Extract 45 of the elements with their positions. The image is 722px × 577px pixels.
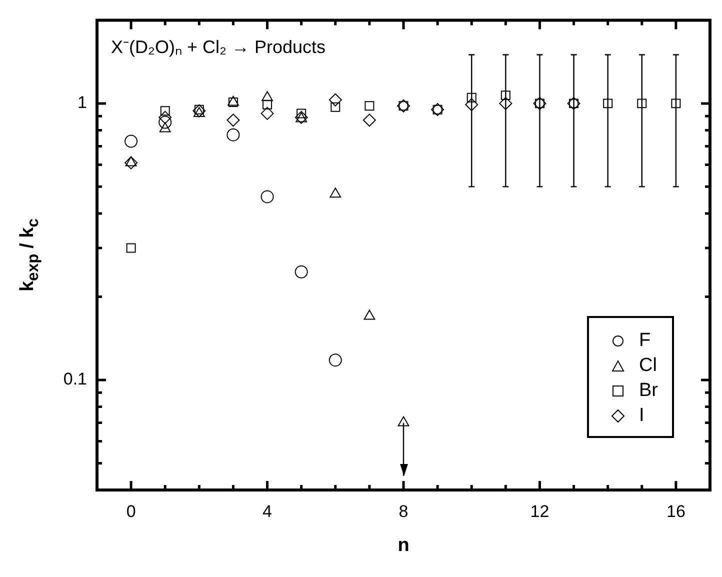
point xyxy=(262,100,272,110)
text: X⁻(D₂O)ₙ + Cl₂ → Products xyxy=(111,36,326,58)
point xyxy=(637,98,647,108)
legend-label: I xyxy=(639,404,644,426)
point xyxy=(192,104,206,118)
point xyxy=(294,265,308,278)
point xyxy=(124,134,138,148)
x-axis-title: n xyxy=(396,535,410,557)
y-tick-label: 1 xyxy=(78,93,87,112)
point xyxy=(330,188,342,198)
point xyxy=(260,106,274,120)
point xyxy=(160,106,170,116)
point xyxy=(671,98,681,108)
y-tick-label: 0.1 xyxy=(63,370,87,389)
point xyxy=(466,92,476,102)
point xyxy=(364,310,376,320)
x-tick-label: 0 xyxy=(126,502,136,521)
point xyxy=(262,91,273,102)
point xyxy=(226,128,240,142)
x-tick-label: 12 xyxy=(530,502,550,521)
point xyxy=(158,110,172,124)
point xyxy=(328,354,342,367)
point xyxy=(364,101,374,111)
point xyxy=(159,122,171,132)
legend-label: F xyxy=(639,330,651,352)
point xyxy=(126,243,136,253)
point xyxy=(193,106,205,117)
x-tick-label: 4 xyxy=(262,502,272,521)
point xyxy=(603,98,613,108)
point xyxy=(465,98,478,112)
legend-label: Br xyxy=(639,380,658,402)
point xyxy=(226,114,240,127)
point xyxy=(158,116,172,129)
point xyxy=(260,190,274,204)
point xyxy=(124,156,138,170)
x-tick-label: 16 xyxy=(666,502,686,521)
point xyxy=(330,102,340,112)
point xyxy=(398,416,410,426)
point xyxy=(499,96,512,110)
point xyxy=(500,90,510,100)
point xyxy=(125,156,137,166)
x-tick-label: 8 xyxy=(398,502,408,521)
point xyxy=(328,93,342,106)
legend-label: Cl xyxy=(639,354,657,376)
point xyxy=(362,114,376,127)
